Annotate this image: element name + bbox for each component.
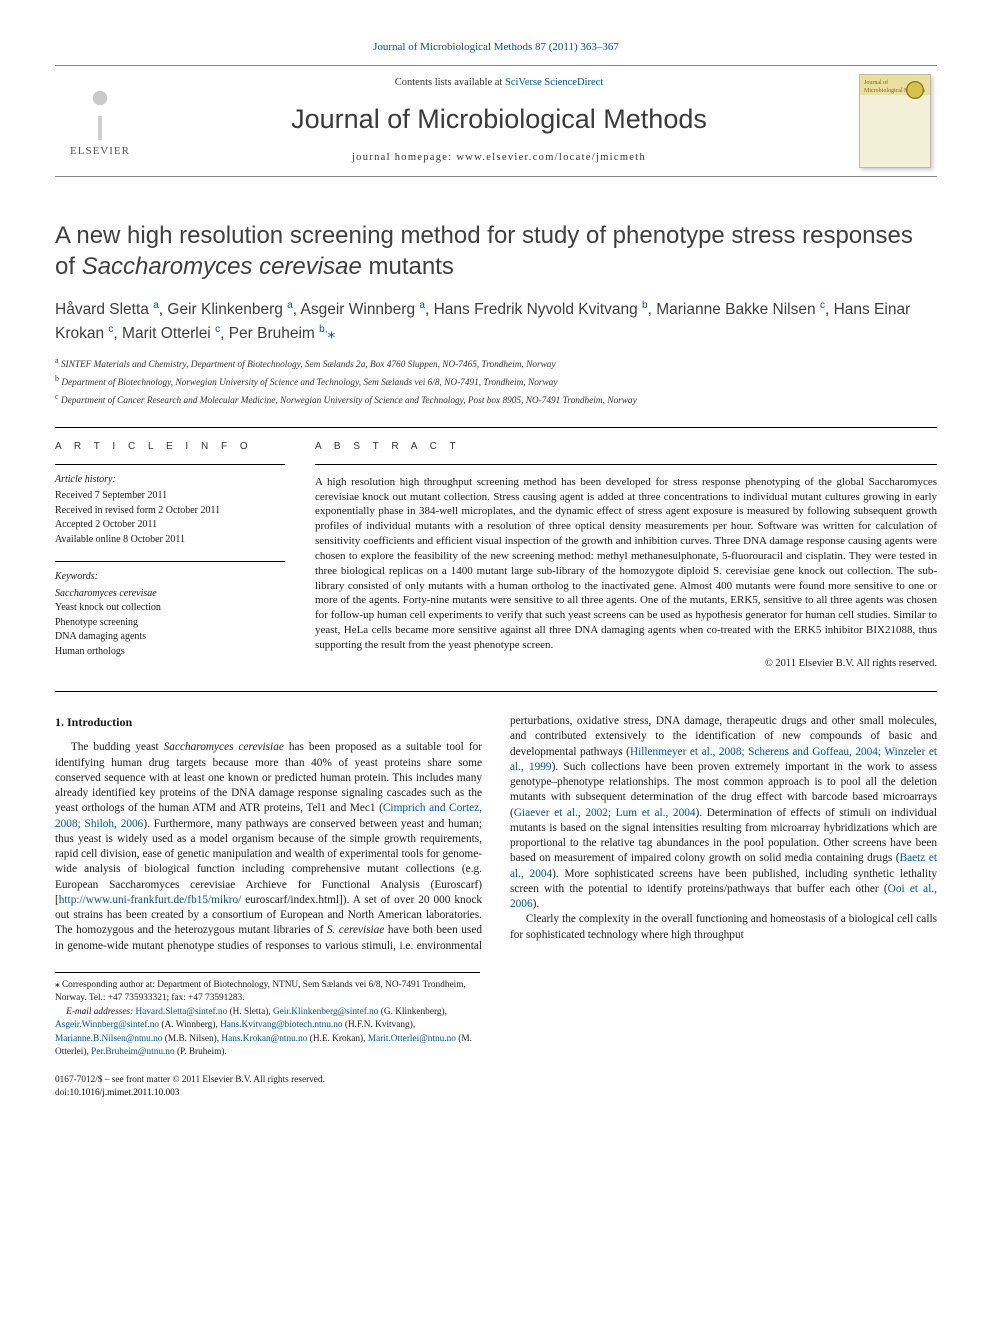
issn-line: 0167-7012/$ – see front matter © 2011 El… xyxy=(55,1074,480,1087)
publisher-logo: ELSEVIER xyxy=(61,78,139,164)
author: Geir Klinkenberg a xyxy=(167,301,292,318)
ref-link[interactable]: Giaever et al., 2002; Lum et al., 2004 xyxy=(514,807,696,819)
title-species: Saccharomyces cerevisae xyxy=(82,253,362,280)
keyword: Yeast knock out collection xyxy=(55,601,285,616)
author: Asgeir Winnberg a xyxy=(301,301,425,318)
citation-link[interactable]: Journal of Microbiological Methods 87 (2… xyxy=(373,41,619,53)
title-suffix: mutants xyxy=(362,253,454,280)
sciencedirect-link[interactable]: SciVerse ScienceDirect xyxy=(505,77,603,88)
author: Marit Otterlei c xyxy=(122,325,220,342)
body-two-column: 1. Introduction The budding yeast Saccha… xyxy=(55,714,937,954)
journal-name: Journal of Microbiological Methods xyxy=(139,101,859,137)
affiliation-ref[interactable]: a xyxy=(287,300,293,311)
email-attribution: (G. Klinkenberg) xyxy=(381,1007,445,1017)
keyword: DNA damaging agents xyxy=(55,630,285,645)
keyword: Phenotype screening xyxy=(55,616,285,631)
divider xyxy=(315,464,937,465)
article-title: A new high resolution screening method f… xyxy=(55,221,937,282)
url-link[interactable]: frankfurt.de/fb15/mikro/ xyxy=(131,894,242,906)
divider xyxy=(55,561,285,562)
email-label: E-mail addresses: xyxy=(66,1007,135,1017)
email-link[interactable]: Havard.Sletta@sintef.no xyxy=(136,1007,228,1017)
affiliation-ref[interactable]: a xyxy=(419,300,425,311)
journal-cover-thumb: Journal of Microbiological Methods xyxy=(859,74,931,168)
author: Håvard Sletta a xyxy=(55,301,159,318)
front-matter-footer: 0167-7012/$ – see front matter © 2011 El… xyxy=(55,1074,480,1100)
url-link[interactable]: http://www.uni- xyxy=(59,894,131,906)
intro-paragraph-2: Clearly the complexity in the overall fu… xyxy=(510,912,937,943)
abstract-column: A B S T R A C T A high resolution high t… xyxy=(315,440,937,673)
email-attribution: (H. Sletta) xyxy=(230,1007,269,1017)
divider xyxy=(55,691,937,692)
email-attribution: (A. Winnberg) xyxy=(161,1020,215,1030)
cover-emblem-icon xyxy=(906,81,924,99)
section-heading-introduction: 1. Introduction xyxy=(55,714,482,730)
affiliation-ref[interactable]: c xyxy=(820,300,825,311)
journal-homepage: journal homepage: www.elsevier.com/locat… xyxy=(139,151,859,165)
keywords-block: Keywords: Saccharomyces cerevisaeYeast k… xyxy=(55,570,285,659)
running-head: Journal of Microbiological Methods 87 (2… xyxy=(55,40,937,55)
affiliation-ref[interactable]: c xyxy=(108,324,113,335)
publisher-name: ELSEVIER xyxy=(70,144,130,159)
email-link[interactable]: Marit.Otterlei@ntnu.no xyxy=(368,1034,456,1044)
contents-line: Contents lists available at SciVerse Sci… xyxy=(139,76,859,90)
author: Marianne Bakke Nilsen c xyxy=(656,301,825,318)
masthead: ELSEVIER Contents lists available at Sci… xyxy=(55,65,937,177)
elsevier-tree-icon xyxy=(73,82,127,140)
doi-link[interactable]: 10.1016/j.mimet.2011.10.003 xyxy=(69,1088,179,1098)
article-info-label: A R T I C L E I N F O xyxy=(55,440,285,454)
author: Hans Fredrik Nyvold Kvitvang b xyxy=(434,301,648,318)
article-info-column: A R T I C L E I N F O Article history: R… xyxy=(55,440,285,673)
email-attribution: (H.F.N. Kvitvang) xyxy=(345,1020,413,1030)
email-link[interactable]: Per.Bruheim@ntnu.no xyxy=(91,1047,174,1057)
history-line: Accepted 2 October 2011 xyxy=(55,518,285,533)
affiliation-ref[interactable]: b xyxy=(642,300,648,311)
divider xyxy=(55,427,937,428)
email-link[interactable]: Hans.Kvitvang@biotech.ntnu.no xyxy=(220,1020,342,1030)
history-line: Received 7 September 2011 xyxy=(55,489,285,504)
author: Per Bruheim b,⁎ xyxy=(229,325,336,342)
affiliation-line: a SINTEF Materials and Chemistry, Depart… xyxy=(55,355,937,373)
asterisk-icon: ⁎ xyxy=(55,980,60,990)
affiliation-ref[interactable]: c xyxy=(215,324,220,335)
corr-text: Corresponding author at: Department of B… xyxy=(55,980,466,1003)
divider xyxy=(55,464,285,465)
email-attribution: (M.B. Nilsen) xyxy=(165,1034,217,1044)
history-heading: Article history: xyxy=(55,473,285,488)
corresponding-author-footnote: ⁎ Corresponding author at: Department of… xyxy=(55,972,480,1060)
affiliation-line: b Department of Biotechnology, Norwegian… xyxy=(55,373,937,391)
email-link[interactable]: Geir.Klinkenberg@sintef.no xyxy=(273,1007,378,1017)
author-list: Håvard Sletta a, Geir Klinkenberg a, Asg… xyxy=(55,298,937,345)
history-line: Available online 8 October 2011 xyxy=(55,533,285,548)
affiliation-ref[interactable]: a xyxy=(153,300,159,311)
doi-prefix: doi: xyxy=(55,1088,69,1098)
abstract-text: A high resolution high throughput screen… xyxy=(315,475,937,653)
email-link[interactable]: Marianne.B.Nilsen@ntnu.no xyxy=(55,1034,162,1044)
abstract-copyright: © 2011 Elsevier B.V. All rights reserved… xyxy=(315,657,937,671)
article-history: Article history: Received 7 September 20… xyxy=(55,473,285,548)
keyword: Saccharomyces cerevisae xyxy=(55,587,285,602)
email-attribution: (P. Bruheim) xyxy=(177,1047,225,1057)
contents-prefix: Contents lists available at xyxy=(395,77,505,88)
affiliations: a SINTEF Materials and Chemistry, Depart… xyxy=(55,355,937,409)
email-link[interactable]: Asgeir.Winnberg@sintef.no xyxy=(55,1020,159,1030)
keywords-heading: Keywords: xyxy=(55,570,285,585)
email-attribution: (H.E. Krokan) xyxy=(310,1034,363,1044)
affiliation-line: c Department of Cancer Research and Mole… xyxy=(55,391,937,409)
abstract-label: A B S T R A C T xyxy=(315,440,937,454)
history-line: Received in revised form 2 October 2011 xyxy=(55,504,285,519)
keyword: Human orthologs xyxy=(55,645,285,660)
email-link[interactable]: Hans.Krokan@ntnu.no xyxy=(221,1034,307,1044)
